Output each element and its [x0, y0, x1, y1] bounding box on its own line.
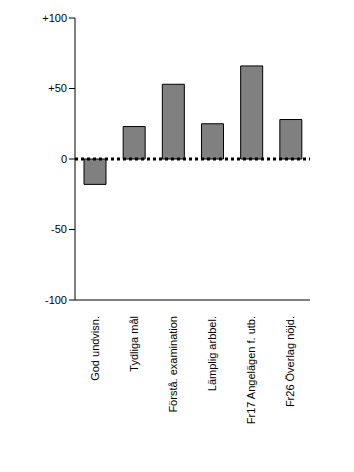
svg-text:-100: -100 — [45, 294, 67, 306]
svg-text:Fr17 Angelägen f. utb.: Fr17 Angelägen f. utb. — [245, 316, 257, 424]
svg-text:0: 0 — [61, 153, 67, 165]
svg-text:Fr26 Överlag nöjd.: Fr26 Överlag nöjd. — [284, 316, 296, 407]
svg-text:God undvisn.: God undvisn. — [89, 316, 101, 381]
svg-text:+50: +50 — [48, 82, 67, 94]
svg-text:Förstå. examination: Förstå. examination — [167, 316, 179, 413]
svg-text:-50: -50 — [51, 223, 67, 235]
svg-text:+100: +100 — [42, 12, 67, 24]
svg-text:Lämplig arbbel.: Lämplig arbbel. — [206, 316, 218, 391]
svg-text:Tydliga mål: Tydliga mål — [128, 316, 140, 372]
